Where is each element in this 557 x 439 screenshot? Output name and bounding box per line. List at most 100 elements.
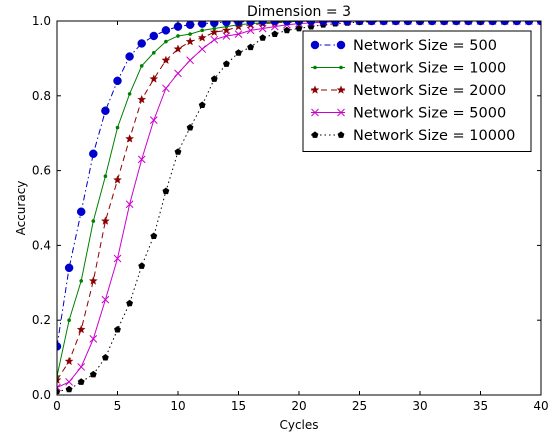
- data-point: [295, 24, 303, 32]
- legend-marker: [337, 131, 345, 138]
- data-point: [101, 295, 110, 304]
- x-tick-label: 10: [170, 399, 185, 413]
- data-point: [150, 232, 158, 239]
- data-point: [139, 64, 144, 68]
- data-point: [282, 21, 292, 26]
- data-point: [379, 21, 388, 26]
- data-point: [113, 76, 122, 86]
- data-point: [101, 216, 110, 225]
- data-point: [161, 55, 171, 65]
- x-tick-label: 0: [53, 399, 61, 413]
- data-point: [162, 187, 170, 195]
- data-point: [101, 106, 110, 116]
- data-point: [161, 26, 171, 35]
- x-tick-label: 5: [114, 399, 122, 413]
- data-point: [114, 325, 121, 333]
- y-tick-label: 0.2: [32, 313, 51, 327]
- data-point: [318, 21, 328, 26]
- data-point: [185, 21, 195, 29]
- data-point: [524, 21, 534, 26]
- data-point: [137, 94, 147, 104]
- x-tick-label: 40: [533, 399, 548, 413]
- data-point: [210, 35, 219, 44]
- data-point: [210, 75, 218, 82]
- data-point: [210, 21, 219, 28]
- legend-label: Network Size = 2000: [353, 83, 506, 99]
- data-point: [77, 378, 85, 385]
- data-point: [65, 385, 73, 393]
- data-point: [247, 43, 255, 51]
- data-point: [452, 21, 461, 26]
- data-point: [125, 52, 134, 61]
- legend-item: Network Size = 1000: [311, 61, 506, 77]
- data-point: [209, 27, 219, 36]
- data-point: [137, 39, 146, 48]
- y-tick-label: 0.0: [32, 388, 51, 402]
- legend-marker: [337, 108, 345, 117]
- data-point: [127, 92, 132, 96]
- x-tick-label: 25: [352, 399, 367, 413]
- x-tick-label: 30: [412, 399, 427, 413]
- chart-title: Dimension = 3: [247, 4, 351, 20]
- x-axis-title: Cycles: [279, 418, 318, 432]
- legend: Network Size = 500 Network Size = 1000 Net…: [302, 30, 532, 152]
- data-point: [512, 21, 522, 26]
- data-point: [149, 74, 159, 83]
- legend-item: Network Size = 10000: [311, 128, 515, 144]
- data-point: [91, 219, 96, 223]
- data-point: [222, 25, 231, 35]
- data-point: [149, 31, 159, 41]
- y-tick-label: 0.6: [32, 164, 51, 178]
- data-point: [427, 21, 437, 26]
- data-point: [403, 21, 413, 26]
- legend-marker: [313, 65, 317, 70]
- legend-label: Network Size = 500: [353, 38, 497, 54]
- data-point: [88, 276, 98, 285]
- data-point: [306, 21, 316, 26]
- data-point: [103, 174, 108, 179]
- data-point: [200, 28, 204, 33]
- x-tick-label: 35: [473, 399, 488, 413]
- data-point: [176, 34, 180, 38]
- data-point: [76, 324, 86, 334]
- data-point: [164, 39, 168, 44]
- data-point: [283, 26, 291, 34]
- legend-marker: [310, 40, 320, 50]
- data-point: [186, 123, 194, 131]
- data-point: [188, 32, 192, 36]
- legend-label: Network Size = 5000: [353, 106, 506, 122]
- data-point: [137, 155, 146, 164]
- data-point: [391, 21, 401, 26]
- data-point: [173, 44, 183, 53]
- data-point: [222, 60, 230, 67]
- data-point: [212, 26, 217, 31]
- legend-label: Network Size = 10000: [353, 128, 515, 144]
- data-point: [149, 116, 158, 124]
- data-point: [76, 207, 86, 216]
- data-point: [464, 21, 473, 26]
- data-point: [270, 21, 280, 26]
- legend-marker: [311, 108, 319, 117]
- data-point: [57, 375, 62, 384]
- y-tick-label: 0.4: [32, 238, 51, 252]
- data-point: [64, 263, 74, 273]
- data-point: [57, 387, 61, 395]
- data-point: [488, 21, 497, 26]
- y-tick-label: 0.8: [32, 89, 51, 103]
- data-point: [77, 363, 86, 371]
- data-point: [57, 342, 62, 351]
- legend-marker: [339, 65, 343, 70]
- data-point: [198, 45, 207, 53]
- data-point: [234, 30, 243, 38]
- data-point: [162, 84, 170, 93]
- data-point: [138, 262, 146, 269]
- data-point: [197, 33, 207, 42]
- series-line: [57, 21, 541, 347]
- data-point: [67, 318, 71, 323]
- data-point: [186, 56, 194, 65]
- data-point: [343, 21, 352, 26]
- data-point: [125, 134, 134, 143]
- data-point: [259, 34, 267, 41]
- y-tick-label: 1.0: [32, 14, 51, 28]
- data-point: [367, 21, 376, 26]
